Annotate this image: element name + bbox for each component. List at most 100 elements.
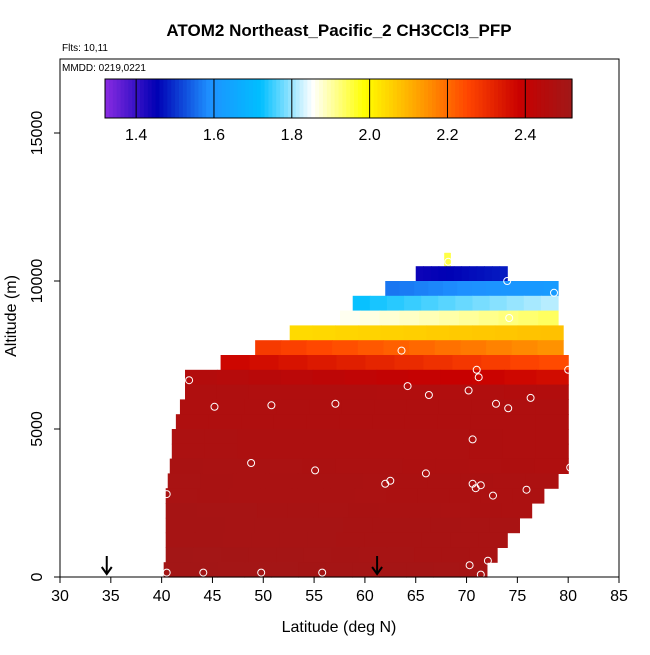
- heatmap-cell: [271, 562, 299, 578]
- heatmap-cell: [535, 414, 569, 430]
- sample-point: [424, 391, 433, 399]
- colorbar-swatch: [248, 79, 254, 118]
- colorbar-swatch: [175, 79, 180, 118]
- sample-point: [318, 568, 327, 577]
- colorbar-swatch: [505, 79, 511, 118]
- heatmap-cell: [540, 295, 559, 312]
- colorbar-swatch: [392, 79, 398, 118]
- heatmap-cell: [383, 340, 410, 356]
- heatmap-cell: [501, 458, 536, 474]
- heatmap-cell: [539, 355, 569, 371]
- heatmap-cell: [303, 547, 332, 563]
- colorbar-swatch: [389, 79, 394, 118]
- colorbar-swatch: [463, 79, 468, 118]
- x-tick-label: 50: [254, 588, 272, 605]
- heatmap-cell: [165, 517, 196, 534]
- plot-frame: [59, 58, 620, 578]
- heatmap-cell: [204, 429, 239, 445]
- heatmap-cell: [241, 414, 275, 430]
- heatmap-cell: [438, 266, 447, 282]
- heatmap-cell: [414, 547, 443, 563]
- heatmap-cell: [325, 562, 353, 578]
- heatmap-cell: [224, 517, 255, 534]
- colorbar-swatch: [159, 79, 164, 118]
- colorbar-swatch: [241, 79, 246, 118]
- heatmap-cell: [518, 310, 539, 326]
- flights-subtitle: Flts: 10,11: [62, 43, 108, 54]
- heatmap-cell: [336, 429, 371, 445]
- heatmap-cell: [402, 458, 436, 474]
- heatmap-cell: [335, 325, 359, 341]
- y-axis: 0 5000 10000 15000: [29, 111, 60, 581]
- heatmap-cell: [380, 325, 405, 341]
- heatmap-cell: [469, 547, 498, 563]
- heatmap-cell: [358, 547, 388, 563]
- y-tick-label: 0: [29, 572, 46, 581]
- heatmap-cell: [440, 503, 472, 519]
- heatmap-cell: [449, 488, 482, 504]
- heatmap-cell: [193, 547, 222, 563]
- heatmap-cell: [248, 369, 282, 386]
- colorbar-swatch: [303, 79, 308, 118]
- heatmap-cell: [344, 384, 378, 400]
- heatmap-cell: [535, 429, 569, 445]
- heatmap-cell: [460, 340, 487, 356]
- heatmap-cell: [302, 458, 337, 474]
- colorbar-swatch: [330, 79, 336, 118]
- heatmap-cell: [442, 281, 458, 297]
- sample-point: [483, 556, 492, 565]
- heatmap-cell: [511, 340, 539, 356]
- heatmap-cell: [423, 355, 453, 371]
- colorbar-swatch: [431, 79, 437, 118]
- heatmap-cell: [450, 532, 480, 548]
- x-tick-label: 80: [559, 588, 577, 605]
- heatmap-cell: [441, 547, 471, 563]
- colorbar-swatch: [400, 79, 406, 118]
- colorbar-swatch: [424, 79, 429, 118]
- heatmap-cell: [386, 295, 405, 312]
- sample-point: [421, 469, 430, 478]
- heatmap-cell: [269, 458, 304, 474]
- heatmap-cell: [280, 384, 314, 400]
- colorbar-swatch: [474, 79, 480, 118]
- heatmap-cell: [401, 517, 432, 534]
- heatmap-cell: [386, 547, 415, 563]
- heatmap-cell: [472, 384, 505, 400]
- heatmap-cell: [185, 369, 218, 386]
- colorbar-swatch: [147, 79, 153, 118]
- heatmap-cell: [535, 399, 569, 415]
- heatmap-cell: [525, 473, 559, 489]
- heatmap-cell: [468, 458, 503, 474]
- heatmap-cell: [504, 369, 537, 386]
- colorbar-swatch: [287, 79, 293, 118]
- heatmap-cell: [395, 473, 429, 489]
- sample-point: [465, 561, 474, 570]
- sample-point: [210, 402, 219, 411]
- colorbar-swatch: [233, 79, 238, 118]
- heatmap-cell: [403, 429, 437, 445]
- flight-markers: [100, 556, 383, 576]
- heatmap-cell: [331, 547, 360, 563]
- heatmap-cell: [393, 532, 423, 548]
- colorbar-swatch: [346, 79, 351, 118]
- colorbar-swatch: [319, 79, 324, 118]
- heatmap-cell: [365, 355, 395, 371]
- heatmap-cell: [421, 532, 451, 548]
- heatmap-cell: [307, 355, 338, 371]
- sample-point: [489, 491, 497, 500]
- heatmap-cell: [428, 281, 444, 297]
- heatmap-cell: [323, 488, 356, 504]
- heatmap-cell: [486, 281, 502, 297]
- colorbar-tick-label: 2.2: [436, 127, 458, 144]
- heatmap-cell: [342, 517, 373, 534]
- heatmap-cell: [358, 325, 382, 341]
- heatmap-cell: [471, 399, 505, 415]
- heatmap-cell: [502, 414, 537, 430]
- colorbar-swatch: [498, 79, 503, 118]
- colorbar-swatch: [517, 79, 523, 118]
- colorbar-swatch: [237, 79, 242, 118]
- colorbar-swatch: [322, 79, 328, 118]
- heatmap-cell: [226, 503, 258, 519]
- colorbar-swatch: [404, 79, 410, 118]
